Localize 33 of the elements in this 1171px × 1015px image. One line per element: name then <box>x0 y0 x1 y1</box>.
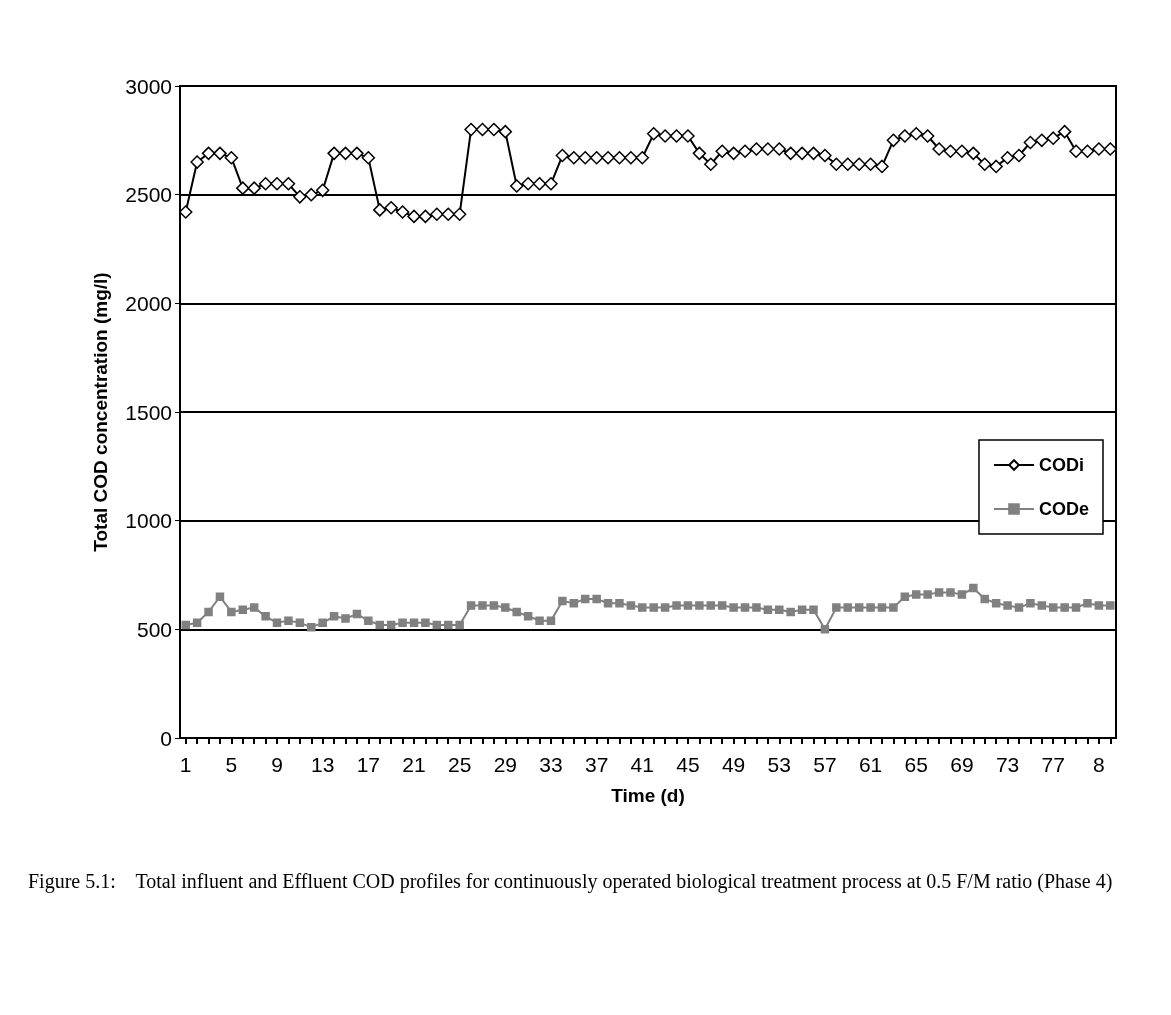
y-tick-label: 2500 <box>125 183 172 207</box>
legend-label: CODe <box>1038 499 1090 519</box>
x-tick-label: 45 <box>676 753 700 776</box>
y-tick-label: 3000 <box>125 74 172 98</box>
y-tick-label: 0 <box>160 726 172 750</box>
x-tick-label: 29 <box>493 753 517 776</box>
x-tick-label: 9 <box>271 753 283 776</box>
caption: Figure 5.1: Total influent and Effluent COD profiles for continuously operated biological treatment process at 0.5 F/M ratio (Phase 4) <box>28 870 1113 893</box>
x-tick-label: 17 <box>356 753 381 776</box>
x-tick-label: 69 <box>950 753 974 776</box>
x-tick-label: 53 <box>767 753 791 776</box>
x-tick-label: 37 <box>584 753 609 776</box>
y-tick-label: 500 <box>136 617 172 641</box>
x-tick-label: 77 <box>1041 753 1065 776</box>
x-tick-label: 73 <box>995 753 1020 776</box>
x-tick-label: 61 <box>858 753 883 776</box>
y-axis-title: Total COD concentration (mg/l) <box>90 272 111 552</box>
x-tick-label: 25 <box>447 753 472 776</box>
x-tick-label: 49 <box>721 753 746 776</box>
x-tick-label: 57 <box>813 753 837 776</box>
x-tick-label: 21 <box>402 753 426 776</box>
legend-label: CODi <box>1038 455 1084 475</box>
x-tick-label: 33 <box>539 753 563 776</box>
x-tick-label: 8 <box>1093 753 1105 776</box>
x-tick-label: 41 <box>630 753 654 776</box>
x-tick-label: 1 <box>179 753 192 776</box>
x-axis-title: Time (d) <box>611 785 685 806</box>
y-tick-label: 1500 <box>125 400 172 424</box>
x-tick-label: 65 <box>904 753 928 776</box>
x-tick-label: 5 <box>225 753 238 776</box>
y-tick-label: 1000 <box>125 509 172 533</box>
y-tick-label: 2000 <box>125 291 172 315</box>
x-tick-label: 13 <box>311 753 335 776</box>
